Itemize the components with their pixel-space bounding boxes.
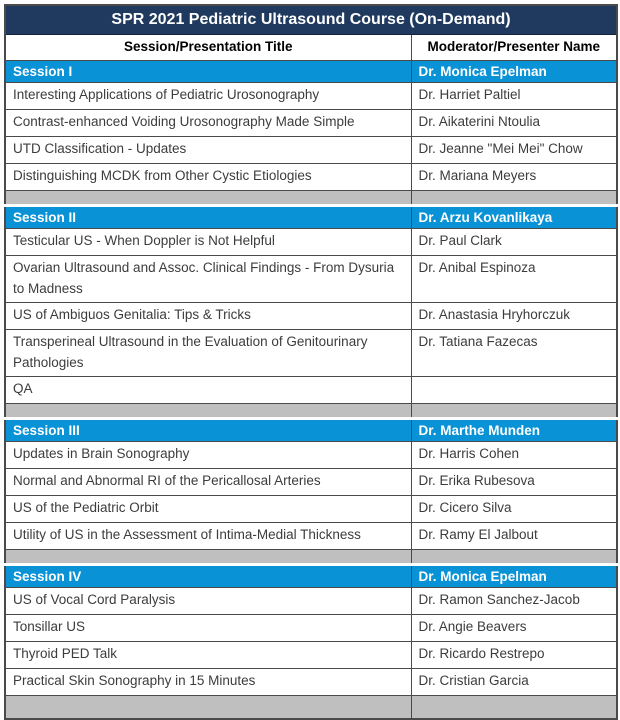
presentation-row: Tonsillar US Dr. Angie Beavers bbox=[4, 613, 618, 642]
spacer-row bbox=[4, 694, 618, 720]
presenter-name: Dr. Ricardo Restrepo bbox=[410, 640, 618, 669]
presentation-title: US of Vocal Cord Paralysis bbox=[4, 586, 412, 615]
presentation-title: Interesting Applications of Pediatric Ur… bbox=[4, 82, 412, 110]
presentation-title: Testicular US - When Doppler is Not Help… bbox=[4, 228, 412, 256]
session-moderator: Dr. Monica Epelman bbox=[410, 60, 618, 83]
presentation-row: Thyroid PED Talk Dr. Ricardo Restrepo bbox=[4, 640, 618, 669]
session-label: Session I bbox=[4, 60, 412, 83]
presentation-title: Normal and Abnormal RI of the Pericallos… bbox=[4, 467, 412, 496]
spacer-cell bbox=[410, 694, 618, 720]
presentation-row: US of Vocal Cord Paralysis Dr. Ramon Sanc… bbox=[4, 586, 618, 615]
presentation-row: QA bbox=[4, 375, 618, 404]
presentation-row: Distinguishing MCDK from Other Cystic Et… bbox=[4, 163, 618, 191]
session-row: Session II Dr. Arzu Kovanlikaya bbox=[4, 205, 618, 229]
session-moderator: Dr. Marthe Munden bbox=[410, 417, 618, 442]
presentation-row: Utility of US in the Assessment of Intim… bbox=[4, 521, 618, 550]
presenter-name: Dr. Cicero Silva bbox=[410, 494, 618, 523]
presenter-name: Dr. Ramy El Jalbout bbox=[410, 521, 618, 550]
presenter-name: Dr. Anastasia Hryhorczuk bbox=[410, 301, 618, 330]
session-moderator: Dr. Arzu Kovanlikaya bbox=[410, 205, 618, 229]
presenter-name: Dr. Aikaterini Ntoulia bbox=[410, 109, 618, 137]
presentation-row: Normal and Abnormal RI of the Pericallos… bbox=[4, 467, 618, 496]
spacer-cell bbox=[410, 402, 618, 420]
presenter-name: Dr. Harris Cohen bbox=[410, 440, 618, 469]
course-table: SPR 2021 Pediatric Ultrasound Course (On… bbox=[4, 4, 619, 720]
presenter-name: Dr. Paul Clark bbox=[410, 228, 618, 256]
presentation-title: UTD Classification - Updates bbox=[4, 136, 412, 164]
session-row: Session IV Dr. Monica Epelman bbox=[4, 563, 618, 588]
spacer-cell bbox=[4, 190, 412, 207]
session-row: Session III Dr. Marthe Munden bbox=[4, 417, 618, 442]
presenter-name: Dr. Ramon Sanchez-Jacob bbox=[410, 586, 618, 615]
presenter-name: Dr. Cristian Garcia bbox=[410, 667, 618, 696]
presentation-row: US of the Pediatric Orbit Dr. Cicero Silv… bbox=[4, 494, 618, 523]
presentation-row: Ovarian Ultrasound and Assoc. Clinical F… bbox=[4, 255, 618, 303]
presentation-row: Contrast-enhanced Voiding Urosonography … bbox=[4, 109, 618, 137]
presentation-title: US of Ambiguos Genitalia: Tips & Tricks bbox=[4, 301, 412, 330]
page-title: SPR 2021 Pediatric Ultrasound Course (On… bbox=[4, 4, 618, 35]
presentation-row: US of Ambiguos Genitalia: Tips & Tricks D… bbox=[4, 301, 618, 330]
presentation-row: UTD Classification - Updates Dr. Jeanne "… bbox=[4, 136, 618, 164]
presentation-row: Interesting Applications of Pediatric Ur… bbox=[4, 82, 618, 110]
spacer-cell bbox=[410, 548, 618, 566]
presentation-title: Practical Skin Sonography in 15 Minutes bbox=[4, 667, 412, 696]
session-row: Session I Dr. Monica Epelman bbox=[4, 60, 618, 83]
spacer-cell bbox=[410, 190, 618, 207]
session-label: Session IV bbox=[4, 563, 412, 588]
presenter-name: Dr. Tatiana Fazecas bbox=[410, 328, 618, 377]
column-header-moderator-name: Moderator/Presenter Name bbox=[410, 34, 618, 61]
presenter-name bbox=[410, 375, 618, 404]
session-label: Session III bbox=[4, 417, 412, 442]
presentation-row: Transperineal Ultrasound in the Evaluati… bbox=[4, 328, 618, 377]
spacer-row bbox=[4, 402, 618, 420]
column-header-row: Session/Presentation Title Moderator/Pre… bbox=[4, 34, 618, 61]
spacer-cell bbox=[4, 402, 412, 420]
presentation-title: Tonsillar US bbox=[4, 613, 412, 642]
course-table-body: SPR 2021 Pediatric Ultrasound Course (On… bbox=[4, 4, 618, 720]
presenter-name: Dr. Harriet Paltiel bbox=[410, 82, 618, 110]
course-schedule-page: SPR 2021 Pediatric Ultrasound Course (On… bbox=[4, 4, 619, 720]
session-label: Session II bbox=[4, 205, 412, 229]
spacer-cell bbox=[4, 694, 412, 720]
presentation-title: Thyroid PED Talk bbox=[4, 640, 412, 669]
spacer-row bbox=[4, 190, 618, 207]
presentation-row: Updates in Brain Sonography Dr. Harris Co… bbox=[4, 440, 618, 469]
presenter-name: Dr. Jeanne "Mei Mei" Chow bbox=[410, 136, 618, 164]
session-moderator: Dr. Monica Epelman bbox=[410, 563, 618, 588]
column-header-session-title: Session/Presentation Title bbox=[4, 34, 412, 61]
presenter-name: Dr. Anibal Espinoza bbox=[410, 255, 618, 303]
presentation-row: Testicular US - When Doppler is Not Help… bbox=[4, 228, 618, 256]
presentation-title: Contrast-enhanced Voiding Urosonography … bbox=[4, 109, 412, 137]
presentation-title: Distinguishing MCDK from Other Cystic Et… bbox=[4, 163, 412, 191]
title-row: SPR 2021 Pediatric Ultrasound Course (On… bbox=[4, 4, 618, 35]
presentation-title: Transperineal Ultrasound in the Evaluati… bbox=[4, 328, 412, 377]
presentation-title: Utility of US in the Assessment of Intim… bbox=[4, 521, 412, 550]
presenter-name: Dr. Mariana Meyers bbox=[410, 163, 618, 191]
presentation-title: US of the Pediatric Orbit bbox=[4, 494, 412, 523]
presentation-title: QA bbox=[4, 375, 412, 404]
presentation-title: Updates in Brain Sonography bbox=[4, 440, 412, 469]
spacer-cell bbox=[4, 548, 412, 566]
presenter-name: Dr. Erika Rubesova bbox=[410, 467, 618, 496]
spacer-row bbox=[4, 548, 618, 566]
presenter-name: Dr. Angie Beavers bbox=[410, 613, 618, 642]
presentation-title: Ovarian Ultrasound and Assoc. Clinical F… bbox=[4, 255, 412, 303]
presentation-row: Practical Skin Sonography in 15 Minutes D… bbox=[4, 667, 618, 696]
